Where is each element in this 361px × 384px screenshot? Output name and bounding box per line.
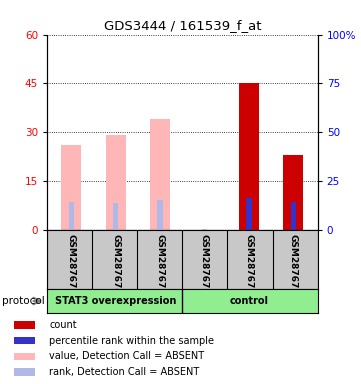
Bar — [246, 199, 252, 230]
Bar — [14, 321, 35, 329]
Text: count: count — [49, 320, 77, 330]
Text: STAT3 overexpression: STAT3 overexpression — [55, 296, 177, 306]
Text: rank, Detection Call = ABSENT: rank, Detection Call = ABSENT — [49, 367, 200, 377]
Bar — [61, 145, 81, 230]
Text: GSM287674: GSM287674 — [111, 234, 120, 295]
Bar — [291, 202, 296, 230]
Bar — [239, 83, 259, 230]
Bar — [157, 200, 163, 230]
Text: value, Detection Call = ABSENT: value, Detection Call = ABSENT — [49, 351, 204, 361]
Text: GSM287673: GSM287673 — [67, 234, 76, 295]
Bar — [150, 119, 170, 230]
Text: GSM287676: GSM287676 — [200, 234, 209, 295]
Bar — [113, 203, 118, 230]
Bar — [202, 228, 207, 230]
Bar — [106, 135, 126, 230]
Bar — [14, 337, 35, 344]
Bar — [283, 155, 303, 230]
Bar — [14, 368, 35, 376]
Title: GDS3444 / 161539_f_at: GDS3444 / 161539_f_at — [104, 19, 261, 32]
Text: GSM287678: GSM287678 — [289, 234, 298, 295]
Text: protocol: protocol — [2, 296, 44, 306]
Text: GSM287677: GSM287677 — [244, 234, 253, 295]
Text: percentile rank within the sample: percentile rank within the sample — [49, 336, 214, 346]
Text: control: control — [229, 296, 268, 306]
Bar — [69, 202, 74, 230]
Bar — [14, 353, 35, 360]
Text: GSM287675: GSM287675 — [156, 234, 165, 295]
